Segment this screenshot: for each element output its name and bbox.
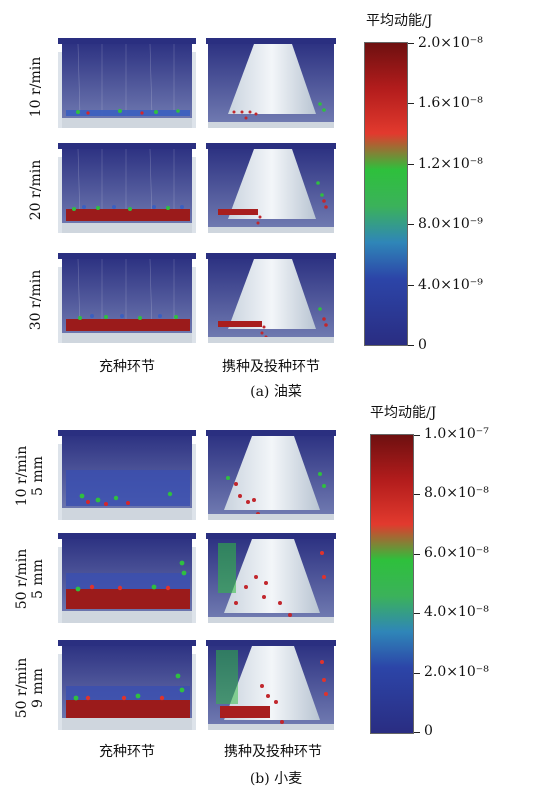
row-label-b-2-size: 5 mm (30, 559, 46, 599)
panel-a-fill-30 (58, 253, 196, 343)
tick-label-b-5: 0 (424, 723, 433, 739)
tickmark-b-3 (414, 613, 420, 614)
row-label-b-3: 50 r/min 9 mm (14, 648, 46, 728)
tickmark-b-4 (414, 673, 420, 674)
panel-b-drop-1 (206, 430, 336, 520)
row-label-b-1: 10 r/min 5 mm (14, 436, 46, 516)
panel-b-fill-2 (58, 533, 196, 623)
tick-label-a-1: 1.6×10⁻⁸ (418, 95, 483, 111)
panel-b-drop-2 (206, 533, 336, 623)
column-label-b-drop: 携种及投种环节 (224, 744, 322, 760)
row-label-a-2: 20 r/min (28, 159, 44, 221)
colorbar-title-a: 平均动能/J (366, 13, 433, 29)
tick-label-b-4: 2.0×10⁻⁸ (424, 664, 489, 680)
colorbar-a (364, 42, 408, 346)
caption-b: (b) 小麦 (249, 771, 303, 787)
panel-a-drop-10 (206, 38, 336, 128)
colorbar-title-b: 平均动能/J (370, 405, 437, 421)
tickmark-a-2 (408, 164, 414, 165)
row-label-b-1-speed: 10 r/min (14, 445, 30, 507)
tickmark-b-2 (414, 554, 420, 555)
panel-a-fill-10 (58, 38, 196, 128)
tickmark-b-1 (414, 494, 420, 495)
row-label-b-1-size: 5 mm (30, 456, 46, 496)
tickmark-a-1 (408, 103, 414, 104)
row-label-a-3: 30 r/min (28, 269, 44, 331)
column-label-a-fill: 充种环节 (99, 359, 155, 375)
tick-label-a-3: 8.0×10⁻⁹ (418, 216, 483, 232)
panel-a-fill-20 (58, 143, 196, 233)
tickmark-a-0 (408, 43, 414, 44)
tick-label-a-2: 1.2×10⁻⁸ (418, 156, 483, 172)
tickmark-b-0 (414, 435, 420, 436)
panel-a-drop-30 (206, 253, 336, 343)
column-label-a-drop: 携种及投种环节 (222, 359, 320, 375)
row-label-b-2-speed: 50 r/min (14, 548, 30, 610)
tickmark-a-5 (408, 345, 414, 346)
panel-b-fill-3 (58, 640, 196, 730)
panel-b-drop-3 (206, 640, 336, 730)
row-label-b-2: 50 r/min 5 mm (14, 539, 46, 619)
panel-a-drop-20 (206, 143, 336, 233)
row-label-a-1: 10 r/min (28, 56, 44, 118)
row-label-b-3-size: 9 mm (30, 668, 46, 708)
tickmark-b-5 (414, 732, 420, 733)
colorbar-b (370, 434, 414, 734)
tick-label-b-0: 1.0×10⁻⁷ (424, 426, 489, 442)
row-label-b-3-speed: 50 r/min (14, 657, 30, 719)
tick-label-b-2: 6.0×10⁻⁸ (424, 545, 489, 561)
tick-label-b-3: 4.0×10⁻⁸ (424, 604, 489, 620)
tickmark-a-3 (408, 224, 414, 225)
tick-label-a-4: 4.0×10⁻⁹ (418, 277, 483, 293)
panel-b-fill-1 (58, 430, 196, 520)
column-label-b-fill: 充种环节 (99, 744, 155, 760)
caption-a: (a) 油菜 (250, 384, 302, 400)
tick-label-a-5: 0 (418, 337, 427, 353)
tick-label-a-0: 2.0×10⁻⁸ (418, 35, 483, 51)
tick-label-b-1: 8.0×10⁻⁸ (424, 485, 489, 501)
tickmark-a-4 (408, 285, 414, 286)
